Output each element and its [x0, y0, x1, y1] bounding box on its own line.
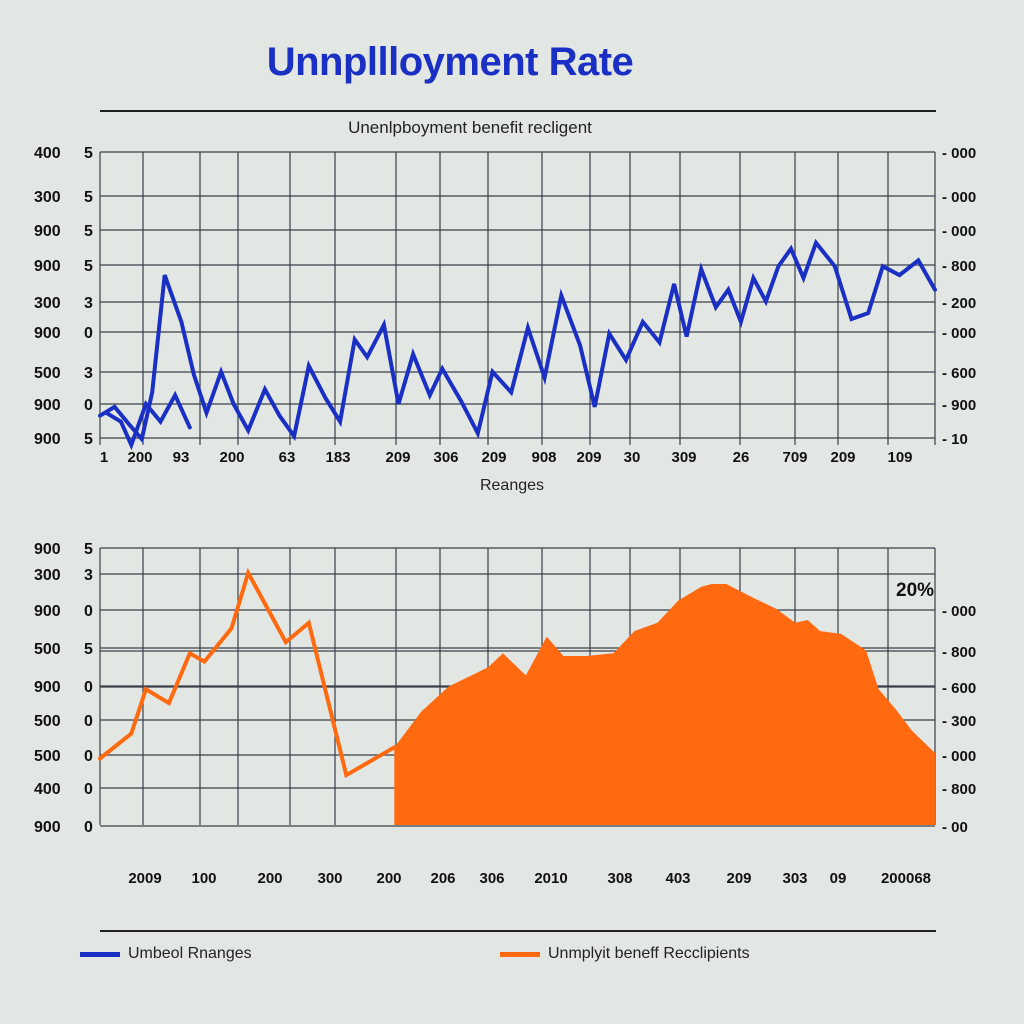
top-chart-right-tick-label: - 000	[942, 145, 976, 162]
top-chart-x-tick-label: 209	[481, 449, 506, 466]
top-chart-x-axis-label: Reanges	[479, 477, 545, 494]
bottom-chart-left-tick-label: 900	[34, 679, 61, 696]
bottom-chart-left-tick-label: 900	[34, 603, 61, 620]
bottom-chart-left-tick-label-secondary: 0	[84, 819, 93, 836]
bottom-chart-left-tick-label: 900	[34, 541, 61, 558]
bottom-chart-right-tick-label: - 800	[942, 644, 976, 661]
top-chart-right-tick-label: - 600	[942, 365, 976, 382]
top-chart-left-tick-label: 400	[34, 145, 61, 162]
bottom-chart-x-tick-label: 2009	[128, 870, 161, 887]
top-chart-line-series-0	[98, 238, 937, 444]
top-chart-x-tick-label: 183	[325, 449, 350, 466]
top-chart-right-tick-label: - 200	[942, 295, 976, 312]
bottom-chart-left-tick-label-secondary: 0	[84, 603, 93, 620]
top-chart-left-tick-label-secondary: 5	[84, 145, 93, 162]
bottom-chart-left-tick-label: 900	[34, 819, 61, 836]
top-chart-left-tick-label-secondary: 5	[84, 223, 93, 240]
top-chart-x-tick-label: 709	[782, 449, 807, 466]
bottom-chart-line-series-0	[98, 567, 397, 779]
legend-label-blue: Umbeol Rnanges	[128, 945, 252, 962]
top-chart-left-tick-label: 500	[34, 365, 61, 382]
top-chart-right-tick-label: - 800	[942, 258, 976, 275]
bottom-chart-left-tick-label: 400	[34, 781, 61, 798]
bottom-chart-x-tick-label: 100	[191, 870, 216, 887]
top-chart-x-tick-label: 109	[887, 449, 912, 466]
bottom-chart-x-tick-label: 200068	[881, 870, 931, 887]
legend-swatch-blue	[80, 951, 120, 957]
top-chart-right-tick-label: - 10	[942, 431, 968, 448]
bottom-chart-area-series	[394, 584, 935, 825]
top-chart-x-tick-label: 30	[624, 449, 641, 466]
bottom-chart-left-tick-label: 500	[34, 713, 61, 730]
top-chart-x-tick-label: 209	[576, 449, 601, 466]
top-chart-left-tick-label-secondary: 5	[84, 258, 93, 275]
bottom-chart-x-tick-label: 303	[782, 870, 807, 887]
top-chart-x-tick-label: 26	[733, 449, 750, 466]
bottom-chart-x-tick-label: 209	[726, 870, 751, 887]
bottom-chart-corner-label: 20%	[896, 580, 935, 601]
bottom-chart-x-tick-label: 200	[257, 870, 282, 887]
bottom-chart-x-tick-label: 200	[376, 870, 401, 887]
top-chart-x-tick-label: 63	[279, 449, 296, 466]
top-chart-left-tick-label: 900	[34, 223, 61, 240]
chart-title: Unnpllloyment Rate	[266, 40, 634, 84]
top-chart-right-tick-label: - 000	[942, 223, 976, 240]
bottom-chart-left-tick-label-secondary: 0	[84, 748, 93, 765]
bottom-chart-left-tick-label-secondary: 0	[84, 679, 93, 696]
bottom-chart-left-tick-label-secondary: 5	[84, 641, 93, 658]
top-chart-left-tick-label-secondary: 3	[84, 365, 93, 382]
top-chart-right-tick-label: - 900	[942, 397, 976, 414]
top-chart-x-tick-label: 309	[671, 449, 696, 466]
top-chart-left-tick-label: 300	[34, 295, 61, 312]
top-rule	[100, 110, 936, 112]
bottom-chart-left-tick-label-secondary: 3	[84, 567, 93, 584]
top-chart-right-tick-label: - 000	[942, 189, 976, 206]
top-chart-x-tick-label: 1	[100, 449, 108, 466]
top-chart-left-tick-label: 900	[34, 258, 61, 275]
top-chart-x-tick-label: 306	[433, 449, 458, 466]
bottom-chart-x-tick-label: 2010	[534, 870, 567, 887]
bottom-chart-right-tick-label: - 00	[942, 819, 968, 836]
top-chart-x-tick-label: 908	[531, 449, 556, 466]
bottom-chart-left-tick-label: 300	[34, 567, 61, 584]
bottom-chart-right-tick-label: - 800	[942, 781, 976, 798]
top-chart-left-tick-label-secondary: 3	[84, 295, 93, 312]
legend-swatch-orange	[500, 951, 540, 957]
bottom-chart-right-tick-label: - 000	[942, 603, 976, 620]
top-chart-left-tick-label: 900	[34, 325, 61, 342]
bottom-chart-x-tick-label: 403	[665, 870, 690, 887]
bottom-chart-x-tick-label: 306	[479, 870, 504, 887]
bottom-chart-left-tick-label-secondary: 0	[84, 713, 93, 730]
legend-label-orange: Unmplyit beneff Recclipients	[548, 945, 750, 962]
chart-subtitle: Unenlpboyment benefit recligent	[348, 118, 592, 137]
top-chart-left-tick-label: 900	[34, 397, 61, 414]
legend-rule	[100, 930, 936, 932]
legend-item-orange: Unmplyit beneff Recclipients	[500, 945, 750, 963]
top-chart-x-tick-label: 93	[173, 449, 190, 466]
top-chart-left-tick-label: 300	[34, 189, 61, 206]
top-chart-x-tick-label: 200	[219, 449, 244, 466]
top-chart-left-tick-label-secondary: 0	[84, 325, 93, 342]
bottom-chart-left-tick-label: 500	[34, 641, 61, 658]
top-chart-x-tick-label: 209	[385, 449, 410, 466]
bottom-chart-left-tick-label: 500	[34, 748, 61, 765]
bottom-chart-x-tick-label: 206	[430, 870, 455, 887]
bottom-chart-right-tick-label: - 300	[942, 713, 976, 730]
top-chart-left-tick-label-secondary: 0	[84, 397, 93, 414]
bottom-chart-right-tick-label: - 600	[942, 680, 976, 697]
top-chart-left-tick-label-secondary: 5	[84, 189, 93, 206]
top-chart-x-tick-label: 209	[830, 449, 855, 466]
bottom-chart-right-tick-label: - 000	[942, 748, 976, 765]
top-chart-left-tick-label: 900	[34, 431, 61, 448]
top-chart-x-tick-label: 200	[127, 449, 152, 466]
bottom-chart-x-tick-label: 09	[830, 870, 847, 887]
top-chart-left-tick-label-secondary: 5	[84, 431, 93, 448]
legend-item-blue: Umbeol Rnanges	[80, 945, 252, 963]
bottom-chart-left-tick-label-secondary: 5	[84, 541, 93, 558]
bottom-chart-x-tick-label: 308	[607, 870, 632, 887]
bottom-chart-x-tick-label: 300	[317, 870, 342, 887]
bottom-chart-left-tick-label-secondary: 0	[84, 781, 93, 798]
top-chart-right-tick-label: - 000	[942, 325, 976, 342]
